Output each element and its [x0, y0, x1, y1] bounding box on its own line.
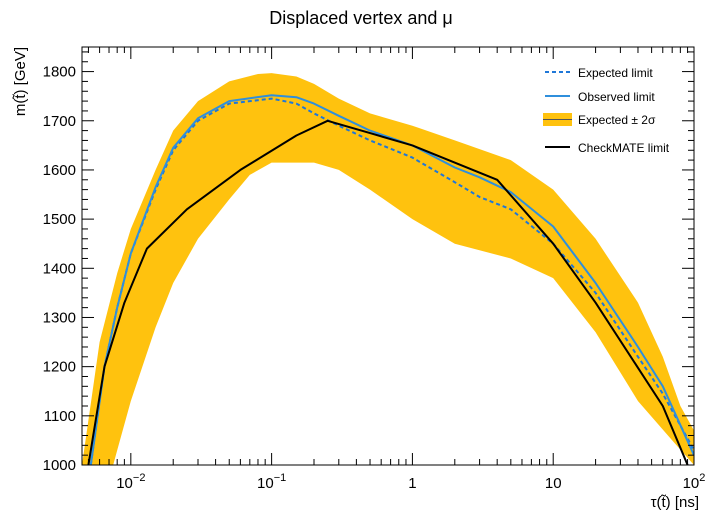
y-tick-label: 1500	[43, 211, 76, 228]
legend-expected-label: Expected limit	[578, 66, 653, 80]
x-tick-label: 10	[545, 475, 562, 492]
y-tick-label: 1800	[43, 64, 76, 81]
y-tick-label: 1300	[43, 309, 76, 326]
line-layer	[87, 94, 694, 465]
x-tick-label: 102	[683, 472, 706, 492]
legend-observed-label: Observed limit	[578, 90, 655, 104]
y-tick-label: 1700	[43, 113, 76, 130]
plot-frame	[81, 46, 695, 466]
band-2sigma	[82, 73, 694, 465]
y-axis-label: m(t̃) [GeV]	[12, 47, 29, 116]
y-tick-label: 1400	[43, 260, 76, 277]
x-tick-label: 10−1	[257, 472, 286, 492]
x-axis-label: τ(t̃) [ns]	[651, 494, 699, 511]
y-tick-label: 1200	[43, 359, 76, 376]
axes: 1000 1100 1200 1300 1400 1500 1600 1700 1800 10−2…	[43, 46, 706, 492]
legend-checkmate-label: CheckMATE limit	[578, 141, 670, 155]
x-tick-label: 1	[408, 475, 416, 492]
series-checkmate-line	[87, 119, 689, 465]
y-tick-label: 1000	[43, 457, 76, 474]
legend-band-label: Expected ± 2σ	[578, 113, 656, 127]
y-tick-label: 1100	[44, 408, 76, 425]
series-observed-line	[89, 94, 694, 465]
legend: Expected limit Observed limit Expected ±…	[543, 66, 670, 155]
chart-title: Displaced vertex and μ	[269, 8, 452, 28]
band-layer	[82, 73, 694, 465]
y-tick-label: 1600	[43, 162, 76, 179]
x-tick-label: 10−2	[116, 472, 145, 492]
